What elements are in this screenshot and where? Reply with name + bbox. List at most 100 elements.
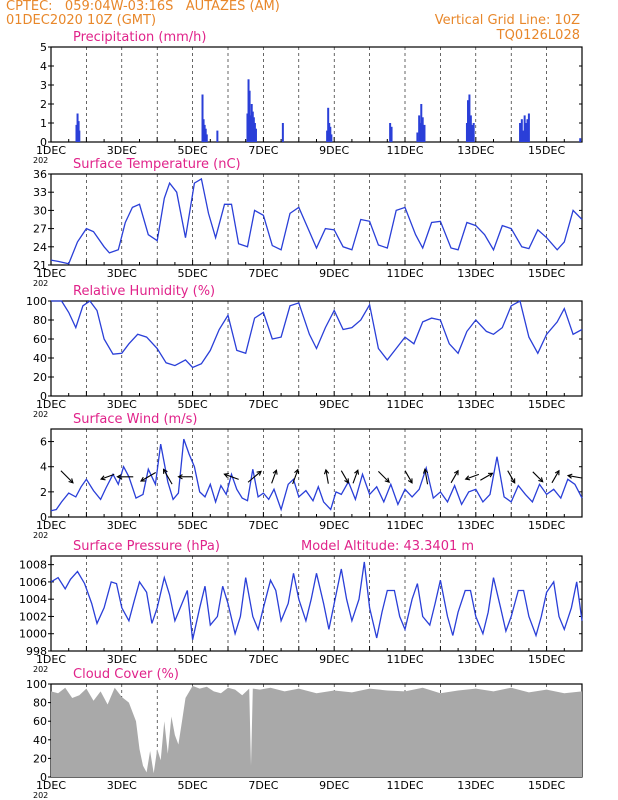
precip-bar — [203, 124, 206, 142]
precip-bar — [327, 107, 330, 142]
date-line: 01DEC2020 10Z (GMT) — [6, 13, 157, 28]
x-tick-label: 5DEC — [178, 144, 208, 157]
precip-bar — [329, 126, 332, 142]
x-tick-label: 1DEC — [36, 653, 66, 666]
x-sub-label: 202 — [33, 410, 48, 419]
x-sub-label: 202 — [33, 279, 48, 288]
y-tick-label: 6 — [40, 436, 47, 449]
x-tick-label: 9DEC — [319, 779, 349, 792]
y-tick-label: 40 — [33, 352, 47, 365]
precip-bar — [249, 115, 252, 142]
series-line — [50, 561, 583, 640]
wind-arrow-head — [554, 469, 560, 476]
wind-arrow-head — [116, 474, 122, 480]
x-tick-label: 5DEC — [178, 267, 208, 280]
panel-1: Precipitation (mm/h) 0 1 2 3 4 5 1DEC 3DEC 5DEC 7D… — [33, 30, 583, 165]
precip-bar — [390, 126, 393, 142]
x-tick-label: 13DEC — [457, 144, 494, 157]
precip-bar — [250, 104, 253, 142]
precip-bar — [254, 128, 257, 142]
x-tick-label: 9DEC — [319, 519, 349, 532]
precip-bar — [281, 123, 284, 142]
x-tick-label: 1DEC — [36, 398, 66, 411]
x-tick-label: 15DEC — [528, 398, 565, 411]
wind-arrow — [532, 471, 544, 483]
wind-arrow-head — [510, 478, 516, 484]
wind-arrow-head — [223, 472, 229, 478]
wind-arrow — [340, 470, 349, 484]
precip-bar — [201, 94, 204, 142]
precip-bar — [418, 115, 421, 142]
panel-4: Surface Wind (m/s) 0 2 4 6 1DEC 3DEC 5DEC 7DEC 9D… — [33, 412, 583, 540]
wind-arrow-head — [453, 469, 459, 476]
precip-bar — [420, 104, 423, 142]
y-tick-label: 998 — [26, 645, 47, 658]
x-tick-label: 7DEC — [248, 519, 278, 532]
precip-bar — [326, 130, 329, 142]
wind-arrow — [424, 469, 429, 485]
y-tick-label: 1000 — [19, 628, 47, 641]
x-tick-label: 9DEC — [319, 653, 349, 666]
y-tick-label: 36 — [33, 168, 47, 181]
panel-title: Surface Wind (m/s) — [73, 412, 197, 427]
wind-arrow-head — [354, 469, 360, 475]
precip-bar — [522, 130, 525, 142]
wind-arrow — [404, 470, 413, 484]
y-tick-label: 5 — [40, 41, 47, 54]
panel-annotation: Model Altitude: 43.3401 m — [301, 539, 474, 554]
x-tick-label: 13DEC — [457, 779, 494, 792]
x-tick-label: 7DEC — [248, 779, 278, 792]
x-sub-label: 202 — [33, 665, 48, 674]
y-tick-label: 20 — [33, 752, 47, 765]
wind-arrow-head — [272, 469, 278, 475]
x-tick-label: 7DEC — [248, 653, 278, 666]
x-tick-label: 15DEC — [528, 653, 565, 666]
precip-bar — [525, 123, 528, 142]
wind-arrow — [465, 473, 480, 480]
x-tick-label: 13DEC — [457, 398, 494, 411]
precip-bar — [469, 115, 472, 142]
wind-arrow — [163, 469, 173, 485]
y-tick-label: 0 — [40, 136, 47, 149]
x-tick-label: 5DEC — [178, 779, 208, 792]
precip-bar — [75, 124, 78, 142]
wind-arrow — [567, 475, 582, 479]
y-tick-label: 80 — [33, 697, 47, 710]
x-tick-label: 3DEC — [107, 144, 137, 157]
wind-arrow-head — [384, 477, 390, 483]
x-tick-label: 3DEC — [107, 398, 137, 411]
panel-2: Surface Temperature (nC) 21 24 27 30 33 36 1DEC… — [33, 157, 583, 288]
precip-bar — [423, 124, 426, 142]
wind-arrow — [247, 470, 262, 483]
wind-arrow — [507, 470, 516, 484]
y-tick-label: 1008 — [19, 559, 47, 572]
panel-title: Surface Temperature (nC) — [73, 157, 241, 172]
precip-bar — [421, 117, 424, 142]
y-tick-label: 24 — [33, 241, 47, 254]
wind-arrow — [60, 470, 74, 484]
panel-6: Cloud Cover (%) 0 20 40 60 80 100 1DEC 3DEC 5DEC 7… — [26, 667, 583, 800]
precip-bar — [467, 100, 470, 142]
wind-arrow-head — [162, 468, 168, 474]
precip-bar — [202, 119, 205, 142]
y-tick-label: 2 — [40, 98, 47, 111]
y-tick-label: 1004 — [19, 593, 47, 606]
y-tick-label: 100 — [26, 295, 47, 308]
x-tick-label: 15DEC — [528, 267, 565, 280]
x-tick-label: 9DEC — [319, 398, 349, 411]
wind-arrow — [551, 470, 560, 484]
x-tick-label: 15DEC — [528, 779, 565, 792]
x-tick-label: 11DEC — [386, 519, 423, 532]
x-tick-label: 15DEC — [528, 144, 565, 157]
wind-arrow — [480, 472, 493, 481]
series-line — [51, 300, 583, 369]
y-tick-label: 4 — [40, 60, 47, 73]
x-tick-label: 7DEC — [248, 144, 278, 157]
y-tick-label: 33 — [33, 186, 47, 199]
precip-bar — [527, 113, 530, 142]
precip-bar — [76, 113, 79, 142]
precip-bar — [205, 134, 208, 142]
x-tick-label: 3DEC — [107, 519, 137, 532]
panel-title: Relative Humidity (%) — [73, 284, 215, 299]
